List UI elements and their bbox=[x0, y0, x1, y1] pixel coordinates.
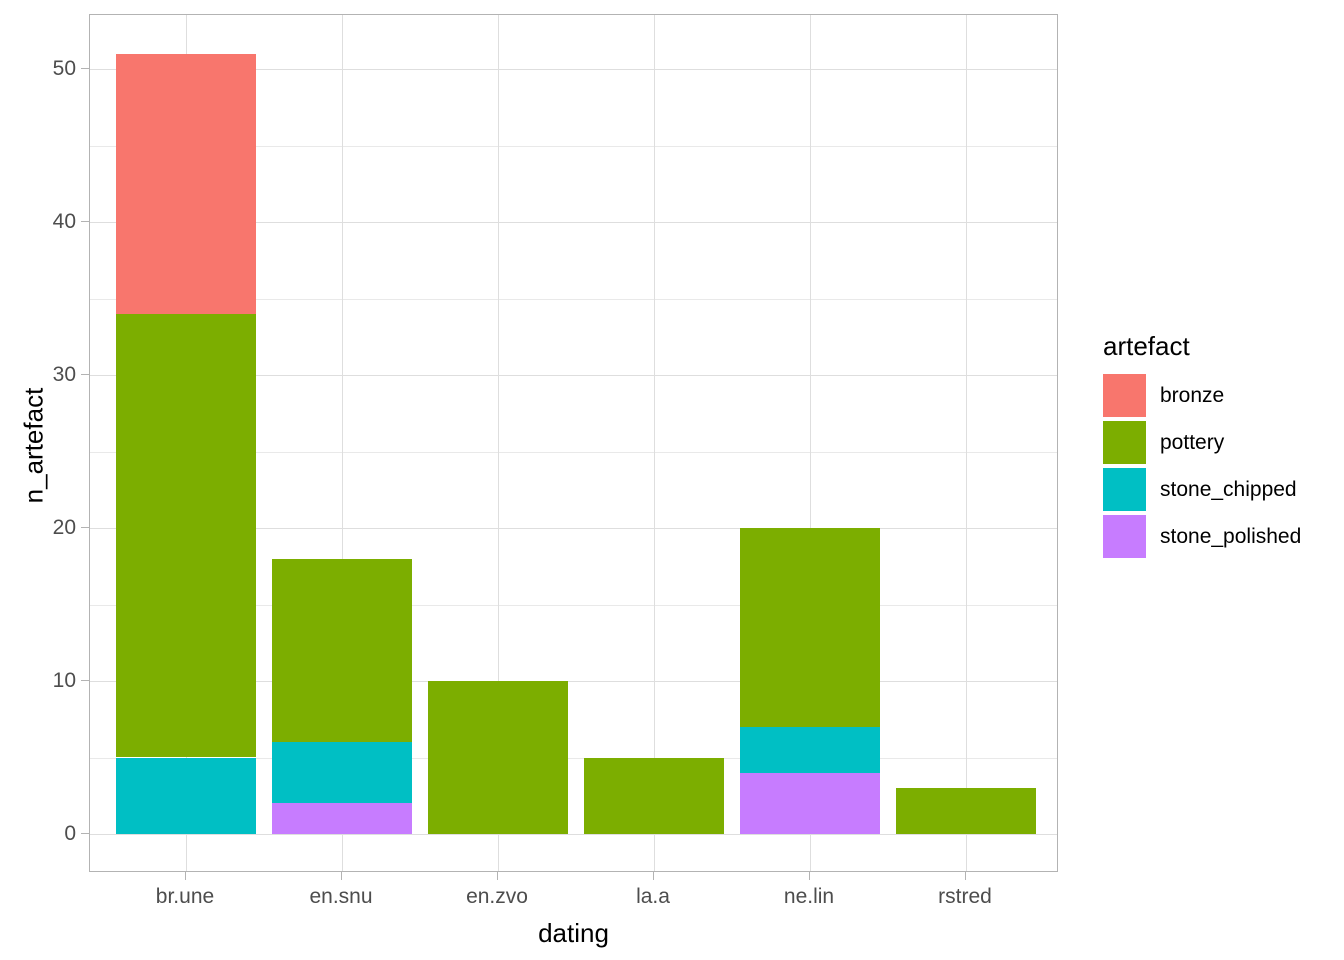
y-tick-mark-30 bbox=[81, 374, 89, 375]
y-tick-mark-40 bbox=[81, 221, 89, 222]
plot-panel bbox=[89, 14, 1058, 872]
gridline-x-la.a bbox=[654, 15, 655, 871]
x-axis-title: dating bbox=[538, 918, 609, 948]
bar-segment-pottery-br.une bbox=[116, 313, 256, 758]
bar-segment-stone_polished-ne.lin bbox=[740, 772, 880, 834]
x-tick-mark-rstred bbox=[965, 872, 966, 880]
x-tick-label-rstred: rstred bbox=[938, 885, 992, 908]
x-tick-mark-en.zvo bbox=[497, 872, 498, 880]
y-tick-label-50: 50 bbox=[52, 57, 76, 80]
gridline-minor-y45 bbox=[90, 145, 1057, 147]
x-tick-mark-la.a bbox=[653, 872, 654, 880]
gridline-major-y20 bbox=[90, 528, 1057, 529]
y-tick-label-20: 20 bbox=[52, 516, 76, 539]
bar-segment-stone_chipped-en.snu bbox=[272, 742, 412, 804]
legend-key-pottery bbox=[1103, 421, 1146, 464]
y-tick-mark-10 bbox=[81, 680, 89, 681]
legend-key-stone_chipped bbox=[1103, 468, 1146, 511]
y-tick-mark-0 bbox=[81, 833, 89, 834]
gridline-major-y50 bbox=[90, 69, 1057, 70]
bar-segment-stone_polished-en.snu bbox=[272, 803, 412, 834]
x-tick-label-en.snu: en.snu bbox=[309, 885, 373, 908]
bar-segment-pottery-ne.lin bbox=[740, 528, 880, 727]
legend-label-pottery: pottery bbox=[1160, 430, 1225, 454]
x-tick-mark-en.snu bbox=[341, 872, 342, 880]
bar-segment-pottery-en.snu bbox=[272, 558, 412, 743]
gridline-minor-y35 bbox=[90, 298, 1057, 300]
gridline-x-en.snu bbox=[342, 15, 343, 871]
x-tick-mark-br.une bbox=[185, 872, 186, 880]
legend-label-stone_polished: stone_polished bbox=[1160, 524, 1302, 548]
y-tick-label-0: 0 bbox=[64, 822, 76, 845]
x-tick-label-en.zvo: en.zvo bbox=[466, 885, 528, 908]
legend-item-stone_chipped: stone_chipped bbox=[1103, 468, 1301, 511]
gridline-x-en.zvo bbox=[498, 15, 499, 871]
y-tick-label-30: 30 bbox=[52, 363, 76, 386]
gridline-minor-y15 bbox=[90, 604, 1057, 606]
x-tick-label-br.une: br.une bbox=[155, 885, 215, 908]
y-tick-label-10: 10 bbox=[52, 669, 76, 692]
gridline-major-y40 bbox=[90, 222, 1057, 223]
gridline-minor-y25 bbox=[90, 451, 1057, 453]
legend-title: artefact bbox=[1103, 331, 1190, 361]
legend-label-stone_chipped: stone_chipped bbox=[1160, 477, 1297, 501]
legend-item-pottery: pottery bbox=[1103, 421, 1301, 464]
bar-segment-pottery-rstred bbox=[896, 788, 1036, 834]
bar-segment-pottery-la.a bbox=[584, 757, 724, 834]
legend-item-stone_polished: stone_polished bbox=[1103, 515, 1301, 558]
gridline-major-y10 bbox=[90, 681, 1057, 682]
bar-segment-stone_chipped-br.une bbox=[116, 757, 256, 834]
legend-key-stone_polished bbox=[1103, 515, 1146, 558]
bar-segment-bronze-br.une bbox=[116, 53, 256, 314]
y-tick-mark-50 bbox=[81, 68, 89, 69]
bar-segment-pottery-en.zvo bbox=[428, 681, 568, 834]
x-tick-label-ne.lin: ne.lin bbox=[783, 885, 835, 908]
legend-rows: bronze pottery stone_chipped stone_polished bbox=[1103, 374, 1301, 558]
bar-segment-stone_chipped-ne.lin bbox=[740, 726, 880, 773]
gridline-major-y30 bbox=[90, 375, 1057, 376]
gridline-x-ne.lin bbox=[810, 15, 811, 871]
x-tick-label-la.a: la.a bbox=[636, 885, 670, 908]
y-tick-label-40: 40 bbox=[52, 210, 76, 233]
legend-label-bronze: bronze bbox=[1160, 383, 1225, 407]
gridline-minor-y5 bbox=[90, 757, 1057, 759]
legend-item-bronze: bronze bbox=[1103, 374, 1301, 417]
gridline-x-rstred bbox=[966, 15, 967, 871]
y-axis-title: n_artefact bbox=[18, 387, 49, 504]
legend-key-bronze bbox=[1103, 374, 1146, 417]
y-tick-mark-20 bbox=[81, 527, 89, 528]
gridline-major-y0 bbox=[90, 834, 1057, 835]
x-tick-mark-ne.lin bbox=[809, 872, 810, 880]
